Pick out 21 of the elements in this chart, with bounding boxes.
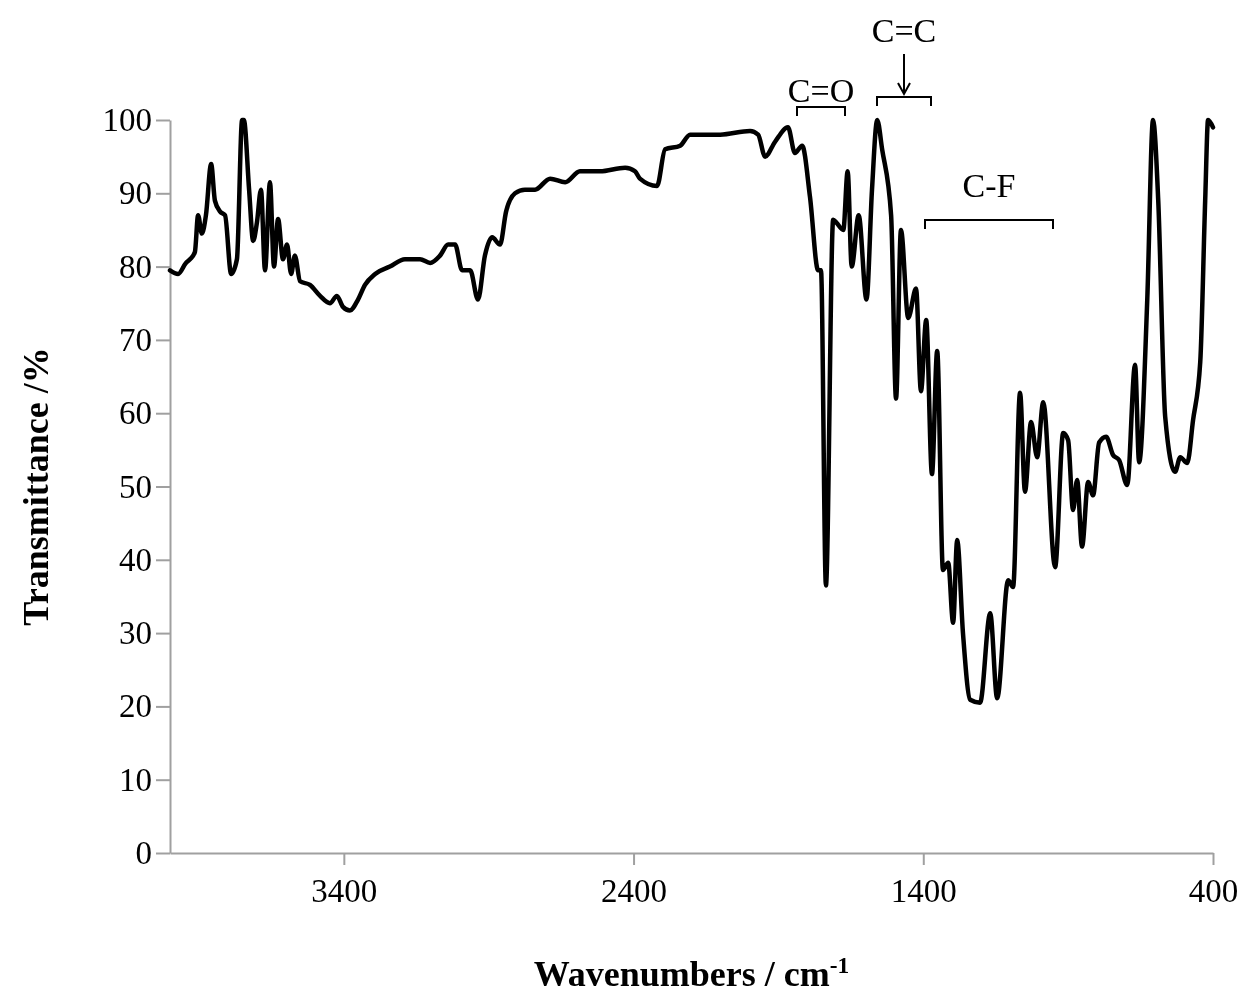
y-tick-label: 70	[119, 321, 152, 358]
x-tick-label: 1400	[890, 873, 957, 910]
annotation: C-F	[962, 167, 1016, 204]
y-tick-label: 60	[119, 395, 152, 432]
y-tick-label: 80	[119, 248, 152, 285]
x-tick-label: 3400	[311, 873, 378, 910]
y-tick-label: 20	[119, 688, 152, 725]
x-tick-label: 2400	[601, 873, 668, 910]
y-tick-label: 100	[102, 102, 152, 139]
y-tick-label: 50	[119, 468, 152, 505]
text: C=O	[787, 72, 855, 109]
y-axis-title: Transmittance /%	[16, 347, 56, 626]
x-tick-label: 400	[1188, 873, 1239, 910]
y-tick-label: 30	[119, 615, 152, 652]
x-axis-title: Wavenumbers / cm$^{-1}$	[533, 952, 850, 994]
y-tick-label: 90	[119, 175, 152, 212]
y-tick-label: 10	[119, 761, 152, 798]
text: C=C	[871, 12, 937, 49]
line-series	[167, 117, 1216, 705]
y-tick-label: 40	[119, 541, 152, 578]
y-tick-label: 0	[135, 835, 152, 872]
